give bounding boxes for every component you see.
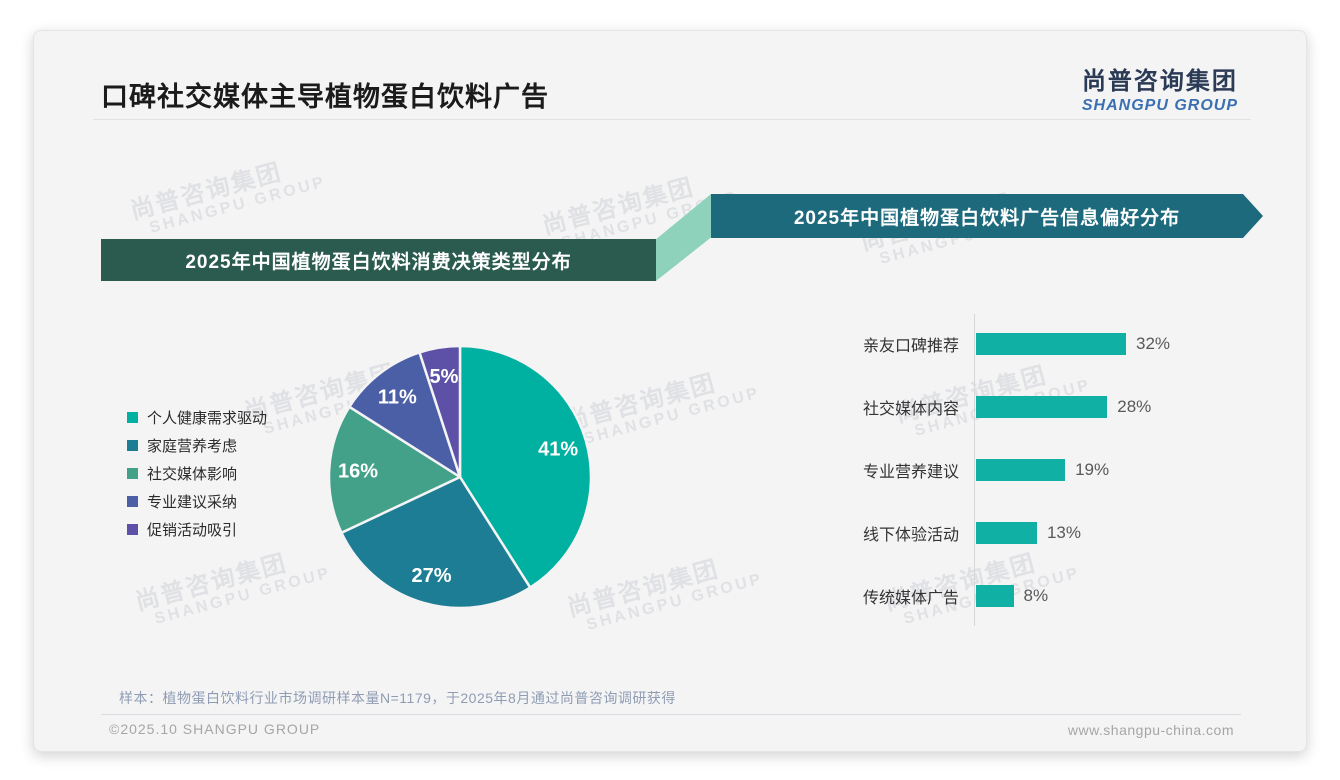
legend-label: 专业建议采纳 [147, 493, 238, 511]
bar-rect [976, 396, 1108, 418]
bar-category-label: 亲友口碑推荐 [862, 338, 959, 355]
logo-english-text: SHANGPU GROUP [1081, 97, 1238, 114]
pie-slice-label: 5% [430, 366, 459, 388]
logo-chinese-text: 尚普咨询集团 [1081, 68, 1238, 95]
bar-rect [976, 585, 1014, 607]
bar-value-label: 19% [1075, 460, 1110, 479]
bar-value-label: 13% [1046, 523, 1081, 542]
legend-item: 专业建议采纳 [127, 487, 267, 515]
legend-item: 家庭营养考虑 [127, 431, 267, 459]
sample-footnote: 样本：植物蛋白饮料行业市场调研样本量N=1179，于2025年8月通过尚普咨询调… [119, 690, 676, 706]
bar-category-label: 线下体验活动 [862, 527, 959, 544]
bar-rect [976, 522, 1037, 544]
pie-slice-label: 16% [338, 461, 378, 483]
legend-item: 促销活动吸引 [127, 515, 267, 543]
pie-slice [348, 351, 462, 479]
legend-swatch [127, 411, 138, 423]
pie-chart-title-banner: 2025年中国植物蛋白饮料消费决策类型分布 [101, 239, 656, 281]
pie-slice [327, 405, 462, 535]
bar-value-label: 28% [1117, 397, 1152, 416]
pie-slice-label: 41% [538, 438, 578, 460]
banner-connector-shape [656, 194, 711, 281]
company-logo: 尚普咨询集团 SHANGPU GROUP [1082, 61, 1238, 115]
bar-category-label: 专业营养建议 [862, 464, 959, 481]
footer-divider [101, 714, 1241, 715]
bar-chart: 亲友口碑推荐 32% 社交媒体内容 28% 专业营养建议 19% 线下体验活动 13% 传统媒体… [844, 333, 1170, 648]
pie-chart: 41% 27% 16% 11% 5% [327, 344, 593, 610]
title-divider [93, 119, 1251, 120]
bar-row: 专业营养建议 19% [844, 459, 1170, 481]
bar-row: 社交媒体内容 28% [844, 396, 1170, 418]
website-url: www.shangpu-china.com [1067, 722, 1234, 738]
pie-slice [418, 344, 462, 479]
copyright-text: ©2025.10 SHANGPU GROUP [109, 721, 321, 737]
bar-value-label: 32% [1136, 334, 1171, 353]
pie-slice [340, 475, 532, 610]
legend-swatch [127, 439, 138, 451]
pie-slice-label: 27% [411, 565, 451, 587]
slide-card: 尚普咨询集团 SHANGPU GROUP 尚普咨询集团 SHANGPU GROUP … [33, 30, 1307, 752]
page-title: 口碑社交媒体主导植物蛋白饮料广告 [101, 82, 549, 112]
bar-chart-title-banner: 2025年中国植物蛋白饮料广告信息偏好分布 [711, 194, 1263, 238]
bar-category-label: 社交媒体内容 [862, 401, 959, 418]
legend-label: 家庭营养考虑 [147, 437, 238, 455]
bar-rect [976, 459, 1066, 481]
legend-label: 社交媒体影响 [147, 465, 238, 483]
bar-row: 亲友口碑推荐 32% [844, 333, 1170, 355]
bar-category-label: 传统媒体广告 [862, 590, 959, 607]
pie-legend: 个人健康需求驱动 家庭营养考虑 社交媒体影响 专业建议采纳 促销活动吸引 [127, 403, 267, 543]
bar-row: 线下体验活动 13% [844, 522, 1170, 544]
legend-item: 个人健康需求驱动 [127, 403, 267, 431]
bar-rect [976, 333, 1126, 355]
bar-row: 传统媒体广告 8% [844, 585, 1170, 607]
legend-swatch [127, 495, 138, 507]
legend-label: 个人健康需求驱动 [147, 409, 268, 427]
pie-chart-title: 2025年中国植物蛋白饮料消费决策类型分布 [185, 251, 572, 273]
bar-value-label: 8% [1023, 586, 1049, 605]
pie-slice-label: 11% [378, 386, 417, 408]
legend-label: 促销活动吸引 [147, 521, 238, 539]
legend-swatch [127, 523, 138, 535]
legend-item: 社交媒体影响 [127, 459, 267, 487]
bar-chart-axis-line [974, 314, 975, 626]
bar-chart-title: 2025年中国植物蛋白饮料广告信息偏好分布 [793, 207, 1181, 229]
legend-swatch [127, 467, 138, 479]
